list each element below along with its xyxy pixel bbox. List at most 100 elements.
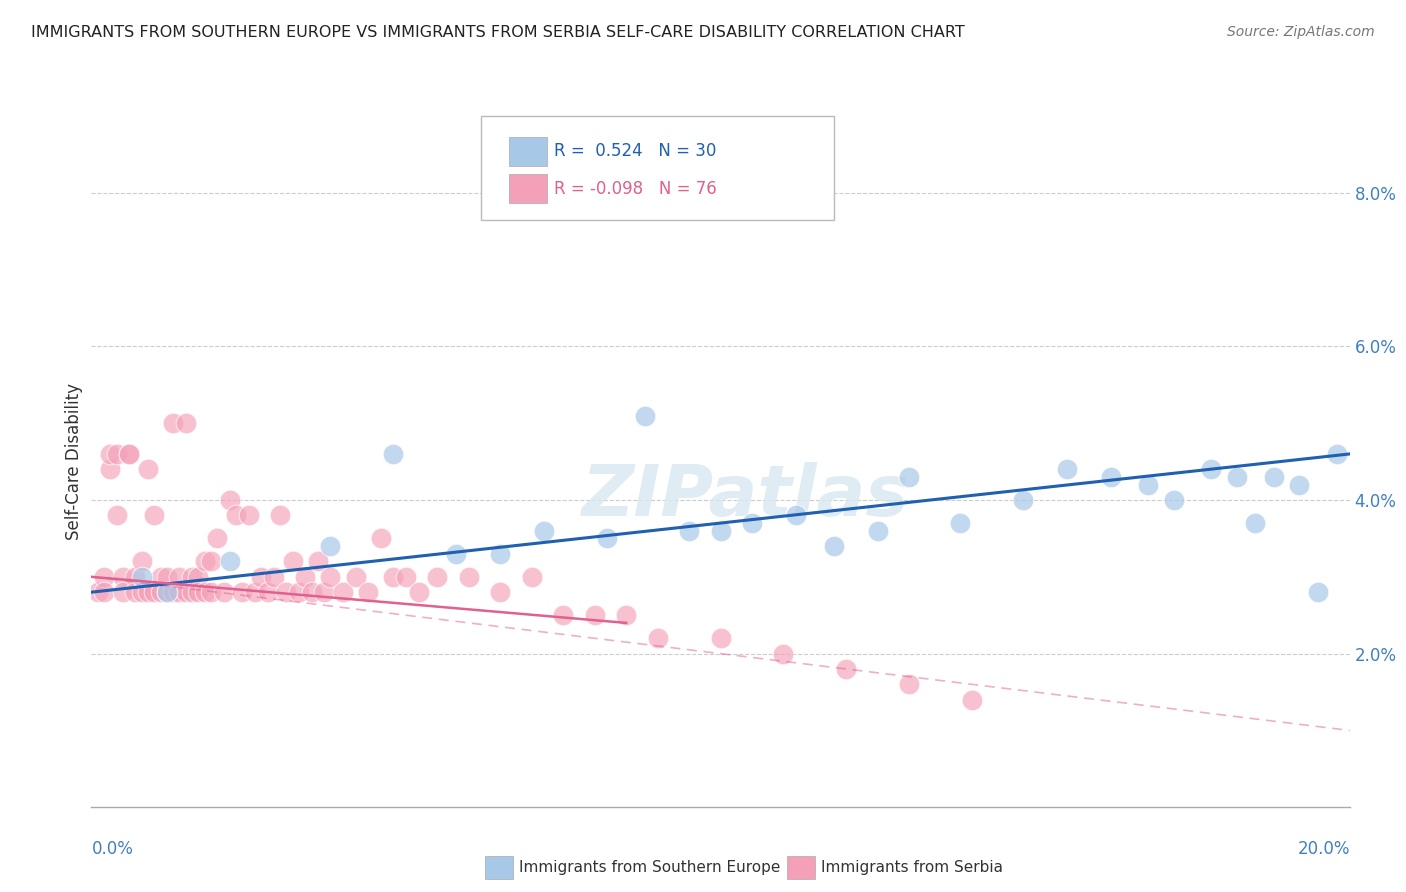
Point [212,585,235,599]
Text: Immigrants from Serbia: Immigrants from Serbia [821,860,1002,875]
Point [281,554,304,568]
Point [111,570,134,584]
Point [520,570,543,584]
Point [218,493,240,508]
Point [332,585,354,599]
Point [1163,493,1185,508]
Point [772,647,794,661]
Point [118,447,141,461]
Point [1308,585,1330,599]
Point [131,585,153,599]
Point [143,508,166,523]
Point [187,585,209,599]
Text: ZIPatlas: ZIPatlas [582,462,910,531]
Point [866,524,889,538]
Point [174,585,197,599]
Point [187,570,209,584]
Point [194,585,217,599]
Point [301,585,323,599]
Point [93,585,115,599]
Point [678,524,700,538]
Point [93,570,115,584]
Point [395,570,418,584]
Point [250,570,273,584]
Point [243,585,266,599]
Point [533,524,555,538]
Point [1288,477,1310,491]
Point [835,662,858,676]
Point [194,554,217,568]
Point [118,447,141,461]
Point [288,585,311,599]
Point [169,585,191,599]
Point [276,585,298,599]
Point [124,585,146,599]
Point [269,508,291,523]
Point [553,608,575,623]
Point [181,570,204,584]
Point [162,585,184,599]
Point [583,608,606,623]
Point [200,585,222,599]
Point [1137,477,1160,491]
Point [489,585,512,599]
Point [136,462,159,476]
Point [647,632,669,646]
Point [314,585,336,599]
Point [898,470,921,484]
Point [307,554,329,568]
Text: IMMIGRANTS FROM SOUTHERN EUROPE VS IMMIGRANTS FROM SERBIA SELF-CARE DISABILITY C: IMMIGRANTS FROM SOUTHERN EUROPE VS IMMIG… [31,25,965,40]
Point [124,570,146,584]
Point [105,447,128,461]
Point [98,447,121,461]
Point [1056,462,1078,476]
Point [205,532,228,546]
Bar [509,174,547,203]
Point [319,570,342,584]
Text: Source: ZipAtlas.com: Source: ZipAtlas.com [1227,25,1375,39]
Point [263,570,285,584]
Point [1225,470,1247,484]
Point [614,608,637,623]
Point [131,554,153,568]
Point [169,570,191,584]
Point [408,585,430,599]
Point [489,547,512,561]
Point [200,554,222,568]
Point [382,570,405,584]
Point [596,532,619,546]
Point [256,585,278,599]
Point [174,416,197,430]
Point [446,547,468,561]
Point [294,570,316,584]
Point [426,570,449,584]
Point [741,516,763,530]
Point [1201,462,1223,476]
Point [962,692,984,706]
Point [823,539,845,553]
Point [898,677,921,691]
Point [357,585,380,599]
Point [238,508,260,523]
Point [131,570,153,584]
Point [156,585,179,599]
Y-axis label: Self-Care Disability: Self-Care Disability [65,383,83,541]
Point [949,516,972,530]
Text: R = -0.098   N = 76: R = -0.098 N = 76 [554,179,717,197]
Point [1263,470,1285,484]
Point [457,570,479,584]
Point [709,524,731,538]
Point [105,508,128,523]
Point [634,409,657,423]
Point [319,539,342,553]
Point [370,532,392,546]
Point [98,462,121,476]
Point [1011,493,1033,508]
Point [181,585,204,599]
Text: Immigrants from Southern Europe: Immigrants from Southern Europe [519,860,780,875]
Point [382,447,405,461]
Point [218,554,240,568]
Point [111,585,134,599]
Point [149,570,172,584]
Point [156,585,179,599]
